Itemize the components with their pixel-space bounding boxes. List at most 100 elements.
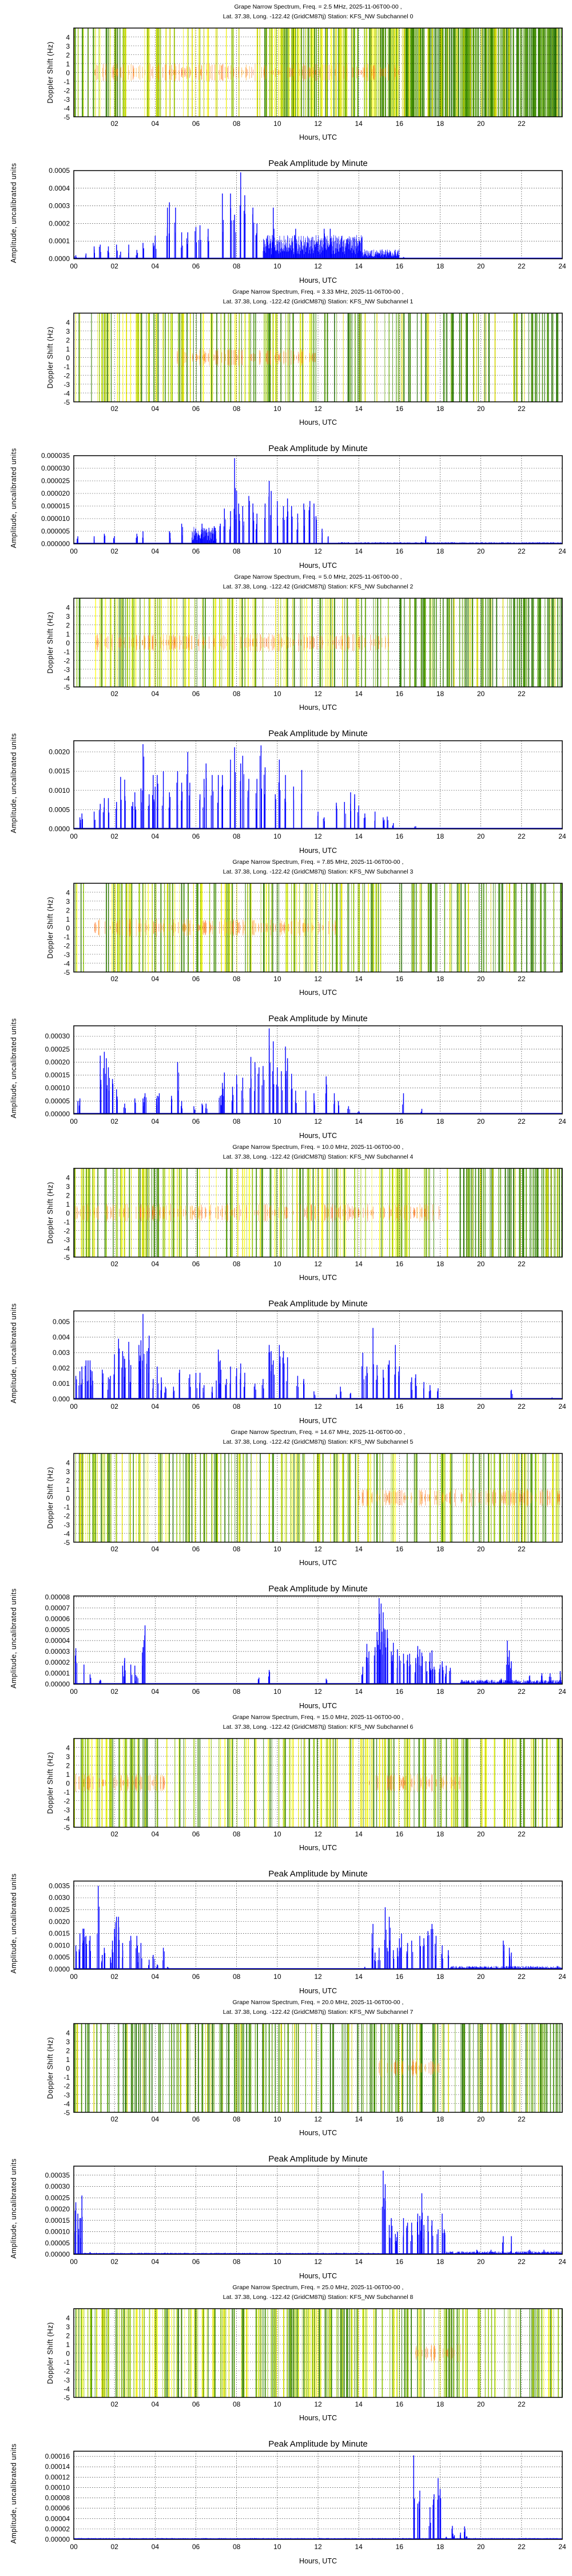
y-tick-label: -1	[63, 933, 70, 941]
y-tick-label: 4	[66, 889, 70, 897]
spectrogram-chart: Grape Narrow Spectrum, Freq. = 5.0 MHz, …	[46, 574, 563, 712]
y-tick-label: 1	[66, 915, 70, 923]
amplitude-chart: Peak Amplitude by Minute 00 02 04 06 08 10 12 14…	[10, 1014, 566, 1140]
x-tick-label: 06	[192, 832, 200, 840]
x-tick-label: 10	[273, 1117, 281, 1125]
x-tick-label: 16	[396, 1117, 404, 1125]
y-tick-label: 2	[66, 622, 70, 630]
y-tick-label: -2	[63, 657, 70, 665]
x-tick-label: 22	[518, 832, 526, 840]
x-tick-label: 22	[518, 690, 526, 698]
x-tick-label: 02	[110, 405, 118, 413]
x-tick-label: 24	[558, 262, 566, 270]
x-tick-label: 14	[355, 975, 363, 983]
x-tick-label: 02	[110, 120, 118, 128]
x-tick-label: 04	[152, 1117, 160, 1125]
x-tick-label: 04	[152, 547, 160, 555]
x-tick-label: 04	[152, 832, 160, 840]
spectrogram-title-line-1: Grape Narrow Spectrum, Freq. = 3.33 MHz,…	[233, 289, 404, 295]
amplitude-frame	[73, 740, 563, 829]
x-tick-label: 12	[314, 690, 322, 698]
x-axis-label: Hours, UTC	[299, 847, 337, 855]
x-tick-label: 06	[192, 405, 200, 413]
x-tick-label: 12	[314, 120, 322, 128]
y-tick-label: 2	[66, 52, 70, 60]
x-tick-label: 18	[436, 262, 444, 270]
y-tick-label: 0.00030	[45, 1032, 70, 1040]
x-axis-label: Hours, UTC	[299, 418, 337, 426]
x-axis-label: Hours, UTC	[299, 989, 337, 997]
y-tick-label: -4	[63, 675, 70, 683]
y-tick-label: -3	[63, 666, 70, 674]
y-tick-label: 0.000035	[41, 452, 70, 460]
x-axis-label: Hours, UTC	[299, 276, 337, 285]
x-tick-label: 20	[477, 262, 485, 270]
x-tick-label: 16	[396, 262, 404, 270]
x-tick-label: 12	[314, 547, 322, 555]
x-tick-label: 16	[396, 120, 404, 128]
subchannel-1-svg: Grape Narrow Spectrum, Freq. = 3.33 MHz,…	[10, 289, 566, 570]
x-tick-label: 02	[110, 975, 118, 983]
x-tick-label: 14	[355, 262, 363, 270]
x-tick-label: 02	[110, 262, 118, 270]
x-tick-label: 14	[355, 120, 363, 128]
x-tick-label: 18	[436, 832, 444, 840]
x-tick-label: 18	[436, 547, 444, 555]
x-tick-label: 12	[314, 262, 322, 270]
y-tick-label: 3	[66, 42, 70, 50]
y-tick-label: 0.0000	[49, 825, 70, 833]
y-tick-label: 4	[66, 319, 70, 327]
y-axis-label: Amplitude, uncalibrated units	[10, 163, 18, 263]
x-tick-label: 18	[436, 120, 444, 128]
y-tick-label: 0.0004	[49, 184, 70, 192]
x-tick-label: 08	[233, 120, 241, 128]
x-tick-label: 12	[314, 405, 322, 413]
y-axis-label: Doppler Shift (Hz)	[46, 896, 54, 958]
subchannel-3-svg: Grape Narrow Spectrum, Freq. = 7.85 MHz,…	[10, 859, 566, 1140]
x-tick-label: 06	[192, 547, 200, 555]
x-tick-label: 24	[558, 547, 566, 555]
amplitude-chart: Peak Amplitude by Minute 00 02 04 06 08 10 12 14…	[10, 159, 566, 285]
x-tick-label: 08	[233, 690, 241, 698]
y-tick-label: 2	[66, 337, 70, 345]
x-tick-label: 16	[396, 690, 404, 698]
y-tick-label: -1	[63, 78, 70, 86]
x-tick-label: 06	[192, 262, 200, 270]
y-tick-label: 2	[66, 907, 70, 915]
spectrogram-title-line-2: Lat. 37.38, Long. -122.42 (GridCM87tj) S…	[223, 868, 414, 875]
y-tick-label: -5	[63, 969, 70, 977]
x-tick-label: 14	[355, 405, 363, 413]
x-tick-label: 10	[273, 262, 281, 270]
amplitude-title: Peak Amplitude by Minute	[268, 444, 367, 453]
x-tick-label: 16	[396, 547, 404, 555]
y-tick-label: 0.000000	[41, 540, 70, 548]
amplitude-title: Peak Amplitude by Minute	[268, 1014, 367, 1024]
y-tick-label: -5	[63, 398, 70, 406]
x-tick-label: 12	[314, 1117, 322, 1125]
y-tick-label: -5	[63, 683, 70, 692]
y-tick-label: -2	[63, 87, 70, 95]
y-tick-label: 0.000015	[41, 502, 70, 510]
x-axis-label: Hours, UTC	[299, 704, 337, 712]
x-tick-label: 22	[518, 547, 526, 555]
y-tick-label: 0.00015	[45, 1071, 70, 1079]
y-tick-label: 0.00020	[45, 1058, 70, 1066]
spectrogram-title-line-1: Grape Narrow Spectrum, Freq. = 7.85 MHz,…	[233, 859, 404, 866]
x-tick-label: 02	[110, 547, 118, 555]
y-axis-label: Doppler Shift (Hz)	[46, 611, 54, 673]
x-tick-label: 02	[110, 690, 118, 698]
y-tick-label: 0.000025	[41, 477, 70, 485]
subchannel-panel-2: Grape Narrow Spectrum, Freq. = 5.0 MHz, …	[0, 570, 572, 856]
amplitude-frame	[73, 170, 563, 259]
x-tick-label: 12	[314, 975, 322, 983]
spectrogram-title-line-1: Grape Narrow Spectrum, Freq. = 5.0 MHz, …	[234, 574, 402, 580]
y-axis-label: Amplitude, uncalibrated units	[10, 733, 18, 833]
x-tick-label: 18	[436, 405, 444, 413]
y-tick-label: 0	[66, 69, 70, 77]
spectrogram-chart: Grape Narrow Spectrum, Freq. = 7.85 MHz,…	[46, 859, 563, 997]
x-tick-label: 10	[273, 975, 281, 983]
x-tick-label: 14	[355, 690, 363, 698]
x-tick-label: 16	[396, 405, 404, 413]
y-axis-label: Doppler Shift (Hz)	[46, 41, 54, 103]
x-tick-label: 08	[233, 405, 241, 413]
